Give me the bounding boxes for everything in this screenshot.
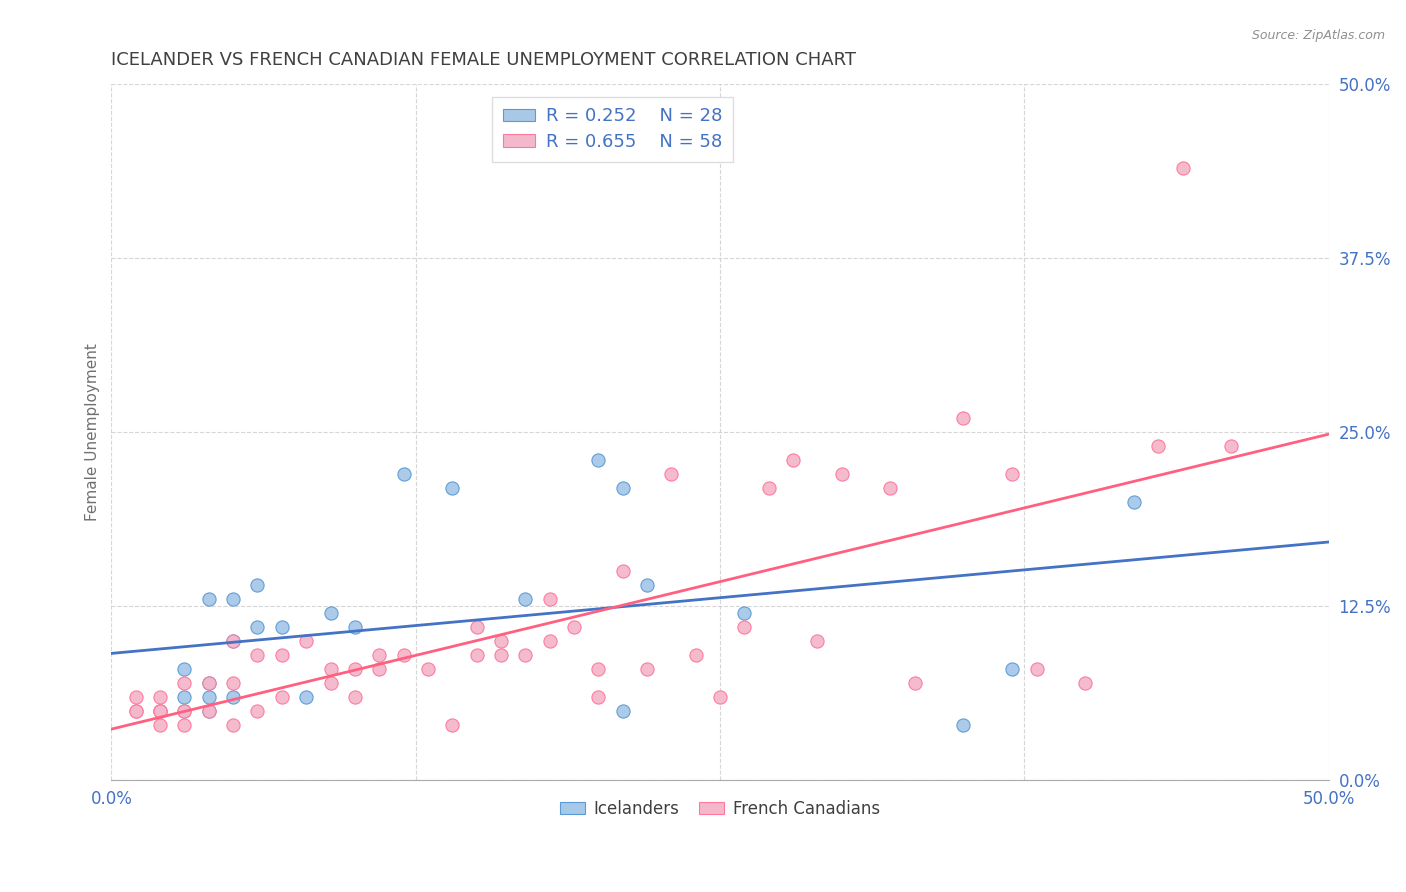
Point bbox=[538, 634, 561, 648]
Point bbox=[222, 676, 245, 690]
Point bbox=[222, 592, 245, 607]
Point bbox=[319, 676, 342, 690]
Point bbox=[392, 648, 415, 662]
Point bbox=[806, 634, 828, 648]
Point bbox=[588, 453, 610, 467]
Point bbox=[197, 676, 219, 690]
Point bbox=[758, 481, 780, 495]
Y-axis label: Female Unemployment: Female Unemployment bbox=[86, 343, 100, 521]
Point bbox=[1147, 439, 1170, 453]
Point bbox=[197, 676, 219, 690]
Point bbox=[489, 648, 512, 662]
Point bbox=[465, 620, 488, 634]
Point bbox=[197, 690, 219, 704]
Point bbox=[368, 648, 391, 662]
Point bbox=[125, 704, 148, 718]
Point bbox=[149, 704, 172, 718]
Point bbox=[173, 704, 195, 718]
Point bbox=[733, 620, 755, 634]
Point bbox=[246, 620, 269, 634]
Point bbox=[782, 453, 804, 467]
Point bbox=[636, 662, 658, 676]
Point bbox=[222, 717, 245, 731]
Point bbox=[343, 620, 366, 634]
Point bbox=[343, 662, 366, 676]
Point bbox=[295, 634, 318, 648]
Point bbox=[149, 690, 172, 704]
Point bbox=[392, 467, 415, 481]
Point bbox=[149, 704, 172, 718]
Point bbox=[904, 676, 927, 690]
Point bbox=[197, 704, 219, 718]
Point bbox=[441, 717, 464, 731]
Point bbox=[441, 481, 464, 495]
Point bbox=[709, 690, 731, 704]
Point bbox=[636, 578, 658, 592]
Point bbox=[270, 648, 292, 662]
Point bbox=[149, 717, 172, 731]
Point bbox=[246, 704, 269, 718]
Point bbox=[538, 592, 561, 607]
Point bbox=[197, 592, 219, 607]
Point bbox=[416, 662, 439, 676]
Point bbox=[588, 690, 610, 704]
Point bbox=[270, 620, 292, 634]
Point bbox=[173, 690, 195, 704]
Point bbox=[1025, 662, 1047, 676]
Point bbox=[1122, 495, 1144, 509]
Point bbox=[515, 648, 537, 662]
Point bbox=[368, 662, 391, 676]
Point bbox=[173, 676, 195, 690]
Point bbox=[125, 690, 148, 704]
Point bbox=[222, 634, 245, 648]
Point bbox=[319, 662, 342, 676]
Point bbox=[222, 634, 245, 648]
Point bbox=[879, 481, 901, 495]
Text: Source: ZipAtlas.com: Source: ZipAtlas.com bbox=[1251, 29, 1385, 42]
Point bbox=[952, 411, 974, 425]
Point bbox=[465, 648, 488, 662]
Point bbox=[270, 690, 292, 704]
Point bbox=[1001, 662, 1024, 676]
Point bbox=[562, 620, 585, 634]
Point bbox=[588, 662, 610, 676]
Point bbox=[1074, 676, 1097, 690]
Point bbox=[246, 648, 269, 662]
Point bbox=[1220, 439, 1243, 453]
Point bbox=[831, 467, 853, 481]
Point bbox=[952, 717, 974, 731]
Point bbox=[246, 578, 269, 592]
Point bbox=[1001, 467, 1024, 481]
Point bbox=[612, 704, 634, 718]
Point bbox=[733, 606, 755, 620]
Point bbox=[685, 648, 707, 662]
Point bbox=[489, 634, 512, 648]
Point bbox=[659, 467, 682, 481]
Point bbox=[173, 662, 195, 676]
Point bbox=[197, 704, 219, 718]
Point bbox=[222, 690, 245, 704]
Point bbox=[173, 704, 195, 718]
Point bbox=[319, 606, 342, 620]
Point bbox=[125, 704, 148, 718]
Point bbox=[515, 592, 537, 607]
Point bbox=[612, 481, 634, 495]
Point bbox=[295, 690, 318, 704]
Point bbox=[149, 704, 172, 718]
Text: ICELANDER VS FRENCH CANADIAN FEMALE UNEMPLOYMENT CORRELATION CHART: ICELANDER VS FRENCH CANADIAN FEMALE UNEM… bbox=[111, 51, 856, 69]
Legend: Icelanders, French Canadians: Icelanders, French Canadians bbox=[554, 793, 887, 824]
Point bbox=[173, 717, 195, 731]
Point bbox=[1171, 161, 1194, 175]
Point bbox=[612, 565, 634, 579]
Point bbox=[343, 690, 366, 704]
